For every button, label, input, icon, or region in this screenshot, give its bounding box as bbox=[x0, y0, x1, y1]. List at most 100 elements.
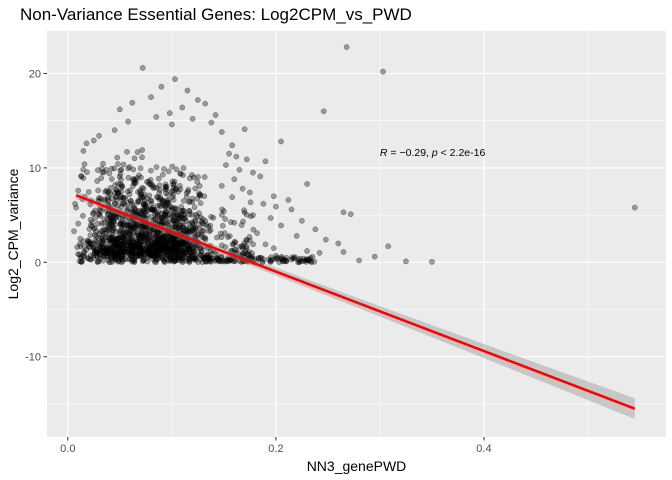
data-point bbox=[200, 221, 207, 227]
data-point bbox=[207, 257, 213, 263]
data-point bbox=[128, 224, 135, 231]
data-point bbox=[202, 218, 209, 224]
plot-panel bbox=[47, 31, 666, 437]
gridlines bbox=[47, 31, 666, 437]
data-point bbox=[225, 234, 231, 240]
data-point bbox=[107, 259, 114, 265]
data-point bbox=[138, 248, 145, 254]
data-point bbox=[187, 198, 193, 205]
data-point bbox=[114, 154, 121, 161]
data-point bbox=[77, 235, 84, 242]
data-point bbox=[75, 220, 82, 227]
data-point bbox=[192, 255, 199, 262]
data-point bbox=[80, 212, 86, 219]
data-point bbox=[184, 87, 191, 94]
data-point bbox=[247, 189, 253, 196]
data-point bbox=[192, 185, 199, 192]
data-point bbox=[183, 190, 190, 196]
data-point bbox=[186, 225, 192, 232]
data-point bbox=[178, 214, 185, 221]
data-point bbox=[171, 258, 178, 264]
data-point bbox=[118, 193, 124, 200]
data-point bbox=[161, 202, 168, 209]
data-point bbox=[172, 187, 178, 193]
x-tick-label: 0.2 bbox=[268, 443, 283, 455]
data-point bbox=[129, 257, 136, 263]
data-point bbox=[94, 178, 101, 184]
data-point bbox=[148, 206, 155, 213]
data-point bbox=[131, 180, 138, 187]
data-point bbox=[230, 258, 236, 265]
data-point bbox=[249, 253, 255, 260]
data-point bbox=[84, 169, 90, 175]
data-point bbox=[117, 181, 124, 187]
data-point bbox=[150, 226, 157, 232]
data-point bbox=[196, 231, 202, 237]
data-point bbox=[96, 207, 103, 213]
data-point bbox=[101, 216, 108, 222]
data-point bbox=[109, 222, 116, 229]
data-point bbox=[118, 166, 125, 173]
data-point bbox=[385, 243, 392, 250]
data-point bbox=[162, 184, 169, 191]
data-point bbox=[212, 112, 219, 118]
data-point bbox=[194, 195, 201, 202]
data-point bbox=[72, 200, 78, 207]
data-point bbox=[156, 231, 162, 238]
data-point bbox=[257, 173, 264, 180]
data-point bbox=[243, 243, 250, 250]
data-point bbox=[163, 190, 169, 197]
data-point bbox=[631, 204, 638, 211]
data-point bbox=[179, 258, 186, 264]
data-point bbox=[141, 205, 147, 211]
data-point bbox=[371, 253, 378, 260]
data-point bbox=[198, 247, 205, 254]
data-point bbox=[121, 236, 128, 242]
data-point bbox=[247, 237, 253, 244]
data-point bbox=[148, 197, 154, 204]
data-point bbox=[124, 206, 131, 213]
data-point bbox=[205, 255, 212, 262]
data-point bbox=[177, 170, 184, 177]
data-point bbox=[157, 187, 163, 193]
data-point bbox=[226, 150, 232, 157]
data-point bbox=[267, 215, 274, 221]
data-point bbox=[137, 245, 143, 251]
data-point bbox=[113, 212, 120, 219]
data-point bbox=[83, 246, 90, 253]
data-point bbox=[403, 258, 409, 265]
data-point bbox=[107, 231, 113, 238]
data-point bbox=[227, 256, 233, 262]
data-point bbox=[273, 252, 279, 259]
data-point bbox=[199, 227, 206, 234]
data-point bbox=[96, 195, 102, 201]
data-point bbox=[75, 187, 82, 194]
data-point bbox=[124, 235, 131, 241]
data-point bbox=[250, 226, 257, 233]
correlation-annotation: R = −0.29, p < 2.2e-16 bbox=[380, 147, 486, 159]
data-point bbox=[114, 243, 120, 249]
data-point bbox=[132, 205, 138, 212]
data-point bbox=[247, 199, 254, 206]
data-point bbox=[145, 255, 151, 261]
data-point bbox=[219, 206, 225, 213]
data-point bbox=[185, 186, 192, 193]
p-value: < 2.2e-16 bbox=[438, 147, 486, 159]
data-point bbox=[154, 229, 160, 236]
data-point bbox=[153, 114, 160, 120]
data-point bbox=[270, 193, 277, 200]
data-point bbox=[221, 208, 227, 214]
data-point bbox=[182, 246, 189, 253]
data-point bbox=[305, 257, 312, 263]
data-point bbox=[270, 245, 277, 251]
data-point bbox=[179, 240, 185, 247]
data-point bbox=[125, 256, 131, 262]
data-point bbox=[190, 249, 197, 256]
data-point bbox=[218, 242, 225, 249]
regression-line bbox=[75, 194, 636, 410]
data-point bbox=[117, 106, 123, 113]
data-point bbox=[142, 224, 149, 230]
data-point bbox=[180, 165, 187, 171]
r-symbol: R bbox=[380, 147, 388, 159]
data-point bbox=[71, 228, 77, 234]
